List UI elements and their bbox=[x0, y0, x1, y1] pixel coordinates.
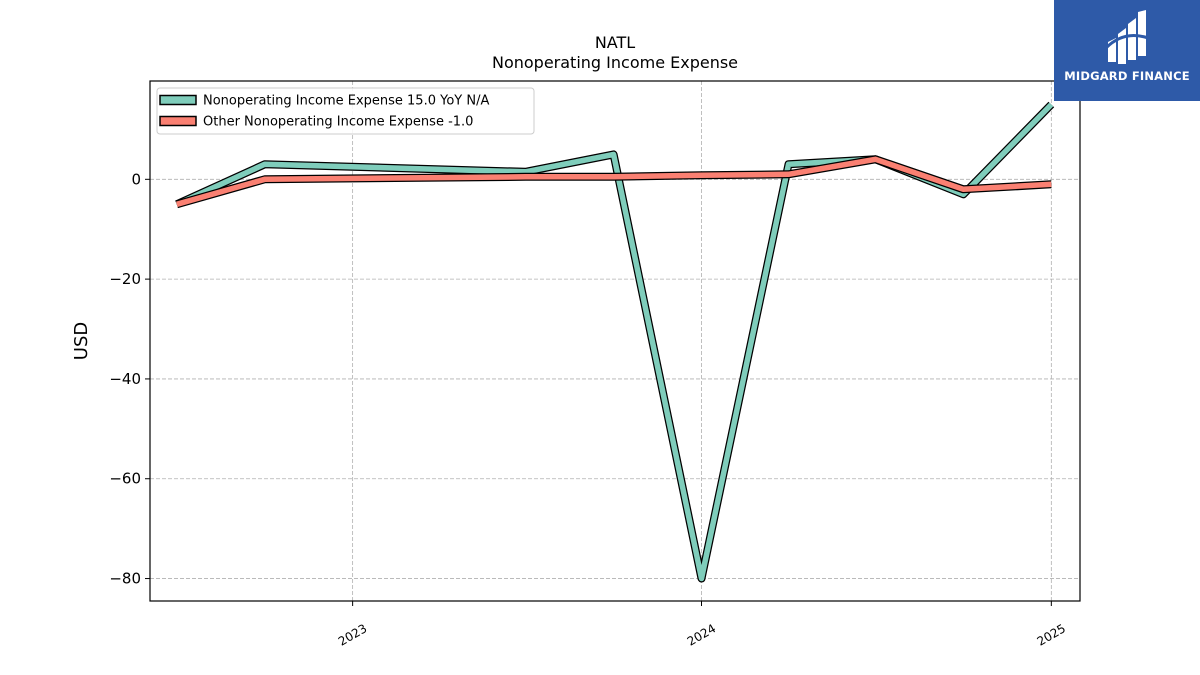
logo-mark-icon bbox=[1104, 10, 1149, 64]
grid bbox=[150, 81, 1080, 601]
legend-swatch bbox=[159, 94, 197, 106]
legend-label: Other Nonoperating Income Expense -1.0 bbox=[203, 115, 473, 130]
y-tick-label: 0 bbox=[131, 170, 141, 188]
series-line bbox=[176, 156, 1052, 207]
series-lines bbox=[175, 101, 1055, 583]
legend: Nonoperating Income Expense 15.0 YoY N/A… bbox=[156, 87, 535, 135]
x-tick-label: 2023 bbox=[336, 621, 369, 648]
brand-logo: MIDGARD FINANCE bbox=[1054, 0, 1200, 101]
x-tick-label: 2024 bbox=[685, 621, 718, 648]
plot-frame bbox=[149, 80, 1081, 602]
legend-box bbox=[156, 87, 535, 135]
series-2 bbox=[175, 155, 1052, 209]
y-tick-label: −20 bbox=[109, 270, 141, 288]
legend-swatch bbox=[159, 115, 197, 127]
y-tick-label: −60 bbox=[109, 470, 141, 488]
chart-subtitle: Nonoperating Income Expense bbox=[492, 53, 738, 72]
y-tick-label: −40 bbox=[109, 370, 141, 388]
logo-text: MIDGARD FINANCE bbox=[1064, 69, 1190, 83]
y-axis-label: USD bbox=[71, 322, 92, 360]
axis-ticks: 0 −20 −40 −60 −80 2023 2024 2025 bbox=[109, 170, 1068, 648]
y-tick-label: −80 bbox=[109, 570, 141, 588]
chart-title: NATL bbox=[595, 33, 635, 52]
legend-label: Nonoperating Income Expense 15.0 YoY N/A bbox=[203, 94, 489, 109]
x-tick-label: 2025 bbox=[1035, 621, 1068, 648]
